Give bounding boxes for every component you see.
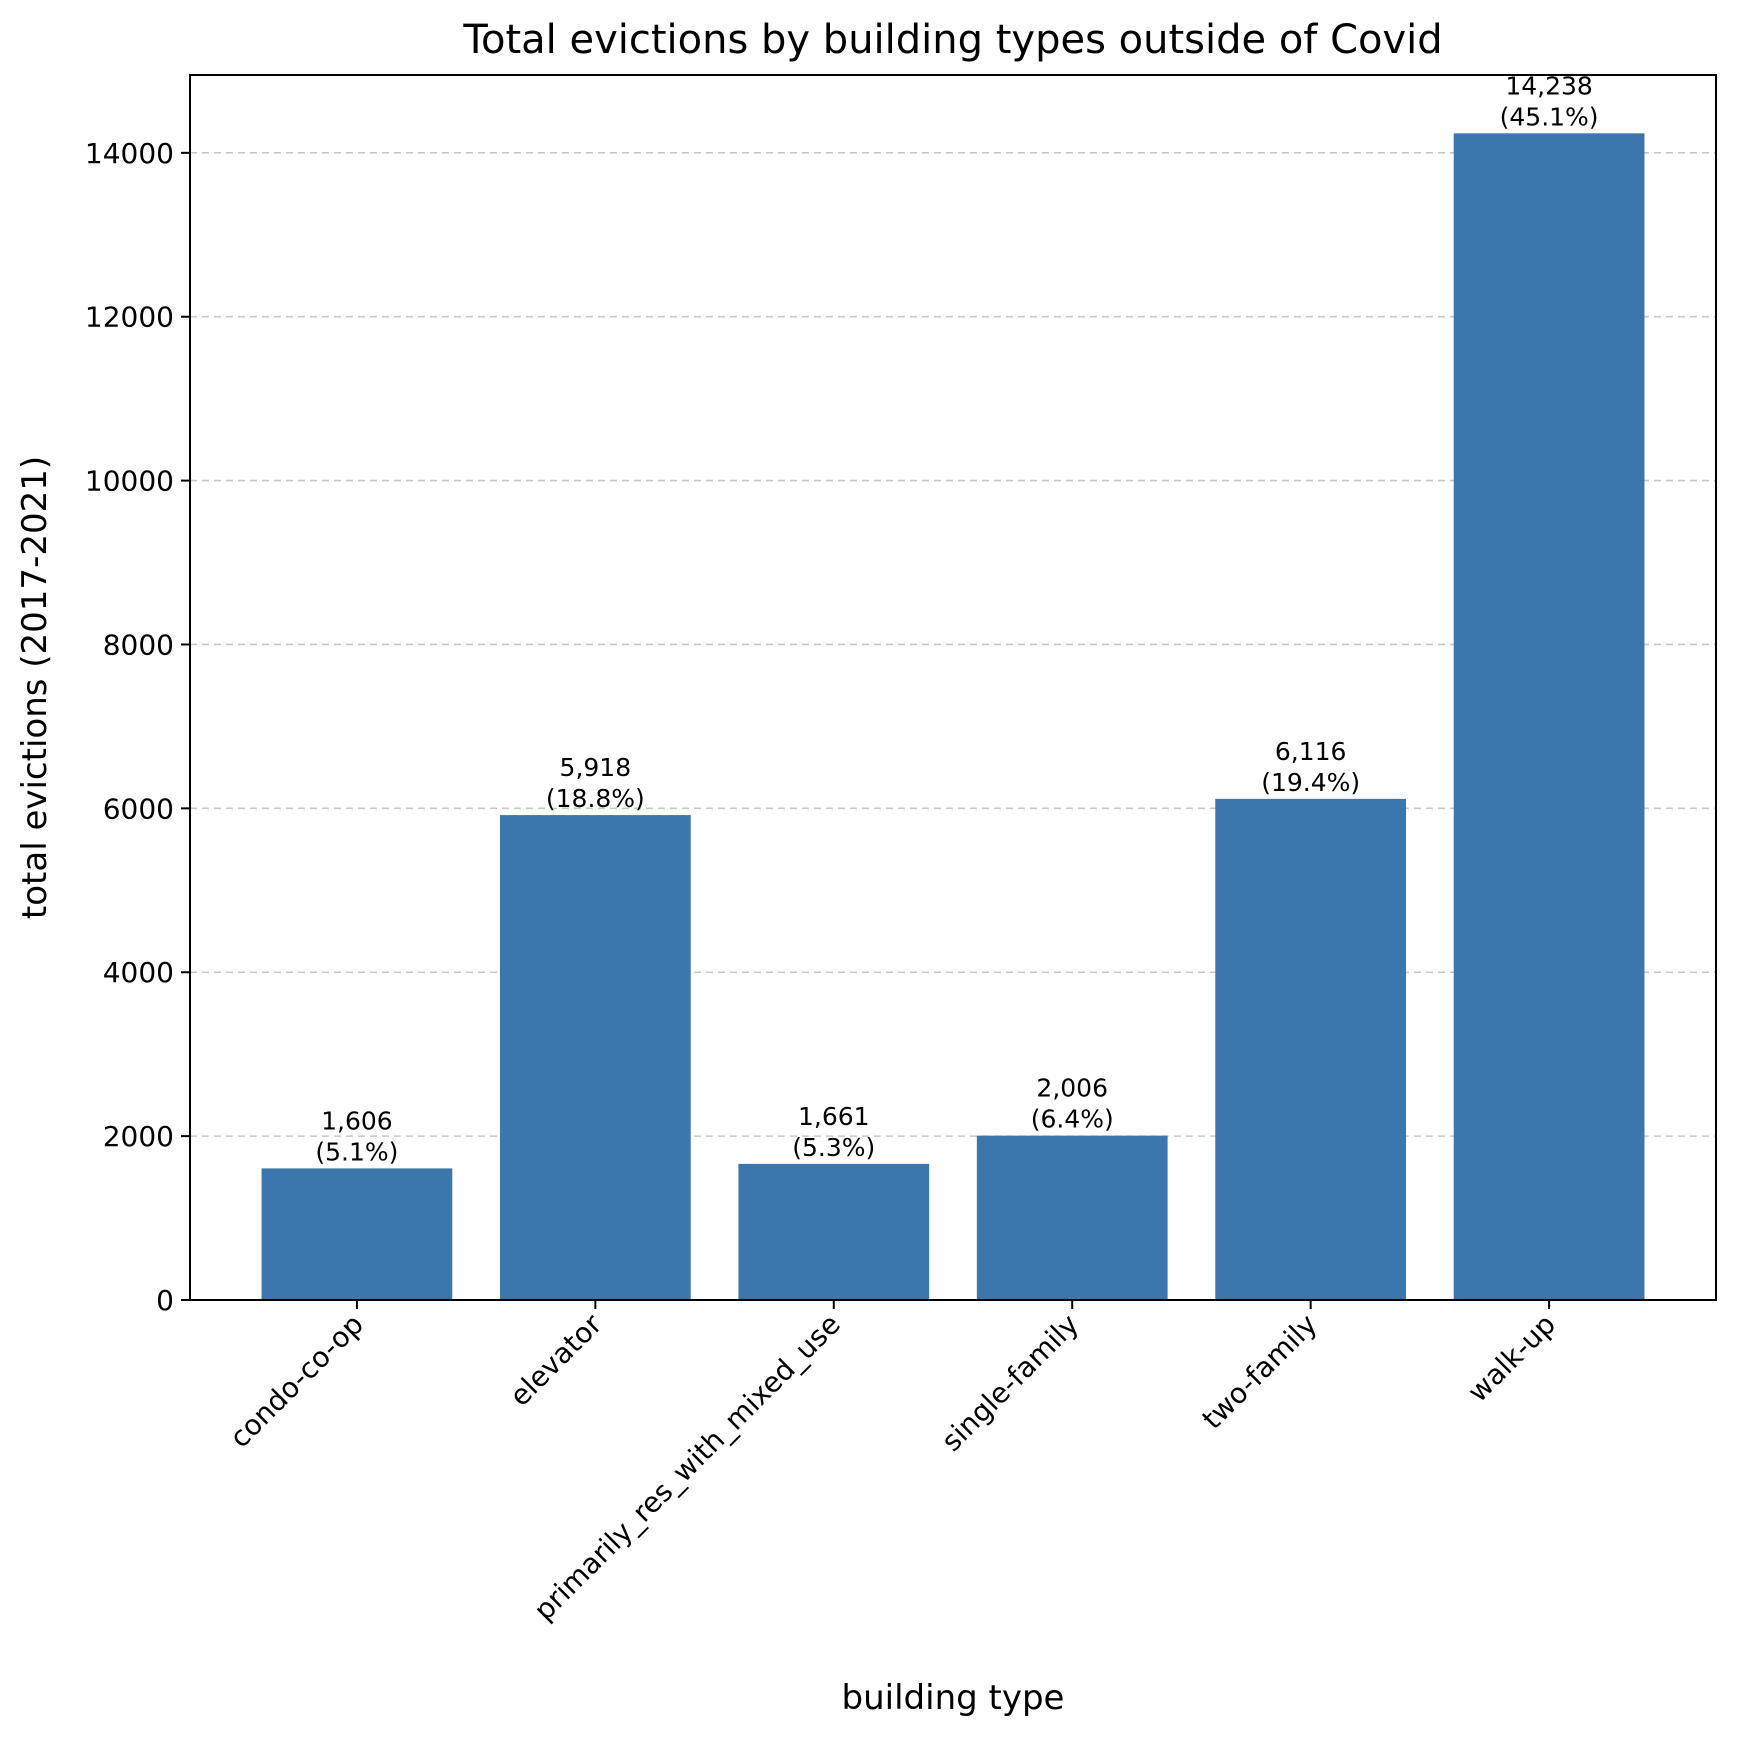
chart-title: Total evictions by building types outsid… xyxy=(462,17,1442,63)
y-tick-label: 4000 xyxy=(103,956,174,989)
x-axis-label: building type xyxy=(842,1678,1065,1718)
x-tick-label: two-family xyxy=(1196,1308,1324,1436)
y-tick-label: 2000 xyxy=(103,1120,174,1153)
data-label-value: 6,116 xyxy=(1275,737,1347,766)
data-label-percent: (5.3%) xyxy=(792,1133,875,1162)
data-label-value: 2,006 xyxy=(1036,1074,1108,1103)
data-label-percent: (18.8%) xyxy=(546,784,645,813)
data-label-percent: (6.4%) xyxy=(1031,1105,1114,1134)
bar-condo-co-op xyxy=(261,1168,453,1300)
y-axis-label: total evictions (2017-2021) xyxy=(15,456,55,919)
x-tick-label: condo-co-op xyxy=(223,1308,370,1455)
bar-single-family xyxy=(976,1135,1168,1300)
data-label-percent: (5.1%) xyxy=(315,1137,398,1166)
y-tick-label: 0 xyxy=(156,1284,174,1317)
x-tick-label: walk-up xyxy=(1461,1308,1562,1409)
bar-elevator xyxy=(499,815,691,1300)
gridlines xyxy=(190,152,1716,1301)
data-label-value: 1,606 xyxy=(321,1106,393,1135)
data-label-value: 14,238 xyxy=(1505,71,1592,100)
y-tick-label: 12000 xyxy=(85,301,174,334)
data-label-value: 1,661 xyxy=(798,1102,870,1131)
data-label-percent: (19.4%) xyxy=(1261,768,1360,797)
y-tick-label: 6000 xyxy=(103,792,174,825)
data-labels: 1,606(5.1%)5,918(18.8%)1,661(5.3%)2,006(… xyxy=(315,71,1598,1166)
plot-frame xyxy=(189,74,1717,1301)
bar-walk-up xyxy=(1453,133,1645,1300)
bars xyxy=(261,133,1645,1300)
data-label-percent: (45.1%) xyxy=(1500,102,1599,131)
x-tick-label: single-family xyxy=(935,1308,1085,1458)
x-tick-label: elevator xyxy=(503,1307,608,1412)
y-tick-label: 14000 xyxy=(85,137,174,170)
y-axis-ticks: 0 2000 4000 6000 8000 10000 12000 14000 xyxy=(85,137,190,1317)
x-axis-ticks: condo-co-op elevatorprimarily_res_with_mi… xyxy=(223,1300,1562,1627)
bar-primarily-res-with-mixed-use xyxy=(738,1163,930,1300)
bar-two-family xyxy=(1215,798,1407,1300)
y-tick-label: 8000 xyxy=(103,628,174,661)
y-tick-label: 10000 xyxy=(85,465,174,498)
data-label-value: 5,918 xyxy=(560,753,632,782)
